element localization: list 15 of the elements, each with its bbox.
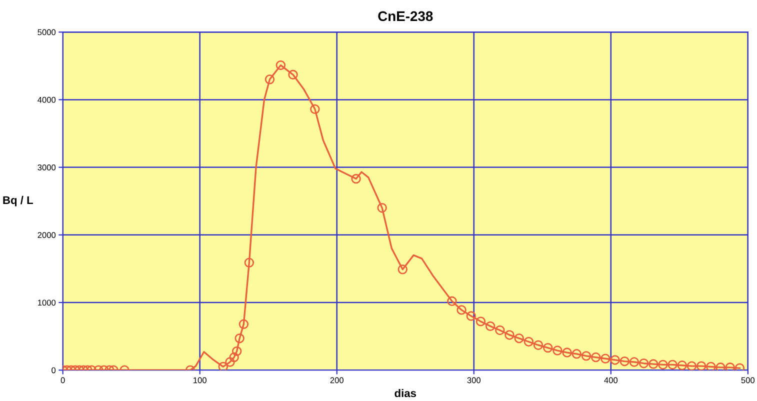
x-tick-label: 300 (467, 377, 481, 384)
y-tick-label: 2000 (38, 232, 56, 238)
y-tick-label: 1000 (38, 300, 56, 306)
x-tick-label: 100 (194, 377, 206, 384)
x-tick-label: 0 (60, 377, 65, 384)
x-axis-title: dias (394, 389, 416, 398)
y-axis-title: Bq / L (3, 196, 33, 206)
y-tick-label: 5000 (38, 29, 56, 36)
y-tick-label: 3000 (38, 164, 56, 170)
chart-title: CnE-238 (378, 11, 433, 22)
x-tick-label: 400 (604, 377, 618, 384)
x-tick-label: 200 (330, 377, 344, 384)
y-tick-label: 4000 (38, 96, 56, 103)
y-tick-label: 0 (52, 367, 56, 374)
x-tick-label: 500 (741, 377, 755, 384)
